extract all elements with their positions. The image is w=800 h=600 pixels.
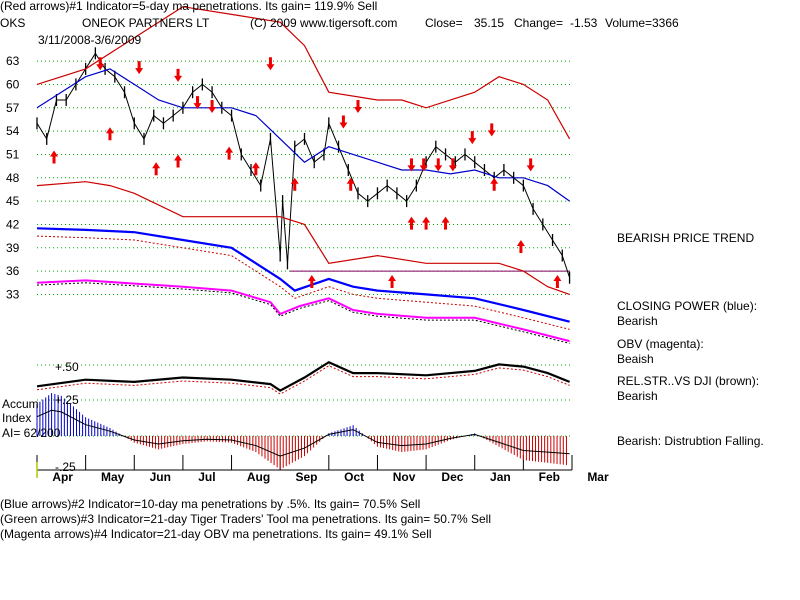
buy-arrow-icon <box>516 240 525 253</box>
rel-strength-title: REL.STR..VS DJI (brown): <box>617 374 760 388</box>
copyright: (C) 2009 www.tigersoft.com <box>250 16 398 30</box>
sell-arrow-icon <box>468 131 477 145</box>
indicator-4-caption: (Magenta arrows)#4 Indicator=21-day OBV … <box>0 527 432 541</box>
buy-arrow-icon <box>553 275 562 288</box>
indicator-2-caption: (Blue arrows)#2 Indicator=10-day ma pene… <box>0 497 421 511</box>
month-label: Feb <box>539 470 560 484</box>
closing-power-ma-line <box>36 235 570 330</box>
month-label: Jun <box>150 470 171 484</box>
plus-25-label: +.25 <box>55 393 79 407</box>
date-range: 3/11/2008-3/6/2009 <box>38 33 142 47</box>
month-label: Mar <box>587 470 609 484</box>
rel-strength-line <box>36 360 571 392</box>
y-tick-label: 33 <box>6 287 20 301</box>
sell-arrow-icon <box>354 100 362 113</box>
month-label: Aug <box>247 470 270 484</box>
closing-power-line <box>36 227 570 323</box>
price-line <box>36 52 571 278</box>
y-tick-label: 48 <box>6 171 20 185</box>
y-tick-label: 45 <box>6 194 20 208</box>
accum-label: Accum <box>2 397 39 411</box>
rel-strength-value: Bearish <box>617 389 658 403</box>
sell-arrow-icon <box>135 61 144 75</box>
accum-ma-line <box>36 409 570 457</box>
sell-arrow-icon <box>193 96 202 110</box>
buy-arrow-icon <box>388 275 397 288</box>
y-tick-label: 42 <box>6 217 20 231</box>
month-label: Dec <box>441 470 463 484</box>
sell-arrow-icon <box>526 158 535 172</box>
sell-arrow-icon <box>448 158 457 172</box>
obv-ma-line <box>36 282 570 344</box>
buy-arrow-icon <box>50 150 59 164</box>
y-tick-label: 54 <box>6 124 20 138</box>
minus-25-label: -.25 <box>55 460 76 474</box>
close-value: 35.15 <box>474 16 505 30</box>
month-label: Jul <box>198 470 215 484</box>
indicator-1-caption: (Red arrows)#1 Indicator=5-day ma penetr… <box>0 0 378 13</box>
month-label: May <box>101 470 125 484</box>
buy-arrow-icon <box>441 216 450 230</box>
close-label: Close= <box>425 16 463 30</box>
company-name: ONEOK PARTNERS LT <box>82 16 210 30</box>
month-label: Apr <box>52 470 73 484</box>
sell-arrow-icon <box>208 100 217 113</box>
buy-arrow-icon <box>290 177 299 191</box>
sell-arrow-icon <box>487 123 496 137</box>
sell-arrow-icon <box>419 158 428 172</box>
sell-arrow-icon <box>407 158 416 172</box>
buy-arrow-icon <box>490 177 499 191</box>
y-tick-label: 51 <box>6 147 20 161</box>
index-label: Index <box>2 411 32 425</box>
buy-arrow-icon <box>174 154 183 168</box>
buy-arrow-icon <box>105 127 114 141</box>
y-tick-label: 60 <box>6 77 20 91</box>
month-label: Oct <box>344 470 364 484</box>
trend-label: BEARISH PRICE TREND <box>617 231 755 245</box>
ticker: OKS <box>0 16 26 30</box>
closing-power-title: CLOSING POWER (blue): <box>617 299 758 313</box>
volume-label: Volume= <box>605 16 653 30</box>
plus-50-label: +.50 <box>55 360 79 374</box>
buy-arrow-icon <box>407 216 416 230</box>
buy-arrow-icon <box>346 177 355 191</box>
sell-arrow-icon <box>339 115 348 129</box>
sell-arrow-icon <box>434 158 443 172</box>
obv-title: OBV (magenta): <box>617 337 704 351</box>
closing-power-value: Bearish <box>617 314 658 328</box>
buy-arrow-icon <box>225 146 234 160</box>
sell-arrow-icon <box>266 57 275 71</box>
sell-arrow-icon <box>96 57 105 71</box>
upper_band-line <box>36 6 571 140</box>
ai-value: AI= 62/200 <box>2 426 61 440</box>
volume-value: 3366 <box>652 16 679 30</box>
buy-arrow-icon <box>422 216 431 230</box>
lower_band-line <box>36 181 570 295</box>
rel-strength-ma-line <box>36 365 570 395</box>
ma21-line <box>36 68 570 202</box>
month-label: Sep <box>296 470 318 484</box>
obv-line <box>36 279 570 343</box>
y-tick-label: 39 <box>6 241 20 255</box>
sell-arrow-icon <box>174 68 183 82</box>
y-tick-label: 57 <box>6 101 20 115</box>
buy-arrow-icon <box>251 162 260 176</box>
buy-arrow-icon <box>152 162 161 176</box>
obv-value: Beaish <box>617 352 654 366</box>
indicator-3-caption: (Green arrows)#3 Indicator=21-day Tiger … <box>0 512 491 526</box>
change-label: Change= <box>514 16 564 30</box>
accum-status: Bearish: Distrubtion Falling. <box>617 434 764 448</box>
change-value: -1.53 <box>570 16 598 30</box>
y-tick-label: 63 <box>6 54 20 68</box>
month-label: Nov <box>393 470 416 484</box>
month-label: Jan <box>490 470 511 484</box>
y-tick-label: 36 <box>6 264 20 278</box>
buy-arrow-icon <box>307 275 316 288</box>
